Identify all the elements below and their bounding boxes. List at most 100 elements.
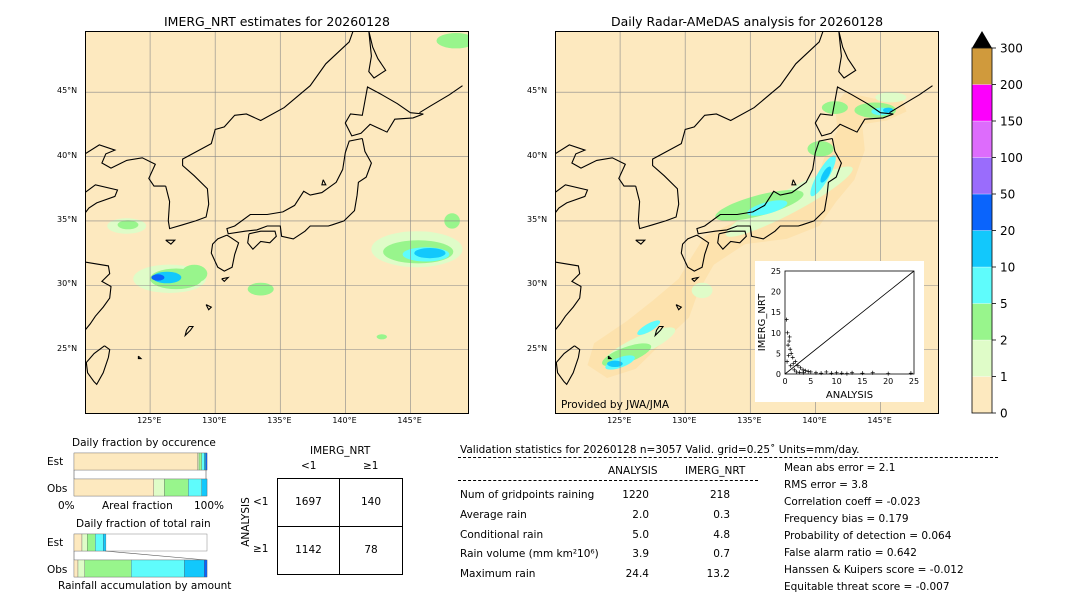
coastline — [85, 144, 166, 187]
validation-header: Validation statistics for 20260128 n=305… — [460, 444, 860, 456]
scatter-point — [803, 368, 808, 373]
scatter-point — [788, 363, 793, 368]
colorbar-tick-label: 100 — [1000, 151, 1023, 165]
scatter-ylabel: IMERG_NRT — [757, 293, 768, 351]
stat-analysis-value: 1220 — [622, 489, 649, 501]
contingency-row-title: ANALYSIS — [240, 497, 252, 547]
fraction-segment — [131, 559, 185, 578]
scatter-point — [886, 371, 891, 376]
coastline — [555, 184, 589, 214]
fraction-segment — [153, 478, 165, 497]
scatter-point — [813, 370, 818, 375]
scatter-point — [844, 371, 849, 376]
occ-est-label: Est — [47, 456, 64, 468]
scatter-ytick-label: 25 — [771, 267, 781, 276]
scatter-xtick-label: 10 — [832, 377, 842, 386]
contingency-grid: 1697 140 1142 78 — [277, 478, 403, 575]
coastline — [419, 85, 463, 114]
rain-cell — [807, 141, 834, 157]
colorbar-tick-label: 10 — [1000, 261, 1015, 275]
coastline — [247, 230, 277, 251]
lon-tick-label: 130°E — [672, 416, 697, 425]
colorbar-tick-label: 50 — [1000, 188, 1015, 202]
coastline — [210, 234, 240, 272]
scatter-point — [784, 317, 789, 322]
rain-cell — [151, 274, 165, 281]
coastline — [654, 325, 665, 338]
colorbar-tick-label: 200 — [1000, 78, 1023, 92]
stat-analysis-value: 3.9 — [632, 548, 649, 560]
fraction-segment — [201, 478, 208, 497]
rain-est-label: Est — [47, 537, 64, 549]
fraction-segment — [205, 452, 208, 471]
fraction-segment — [198, 452, 202, 471]
colorbar-tick-label: 300 — [1000, 42, 1023, 56]
lat-tick-label: 40°N — [527, 150, 548, 160]
stat-imerg-value: 0.7 — [713, 548, 730, 560]
rain-cell — [691, 282, 713, 299]
scatter-xtick-label: 25 — [909, 377, 919, 386]
stat-label: Conditional rain — [460, 529, 544, 541]
rain-cell — [607, 360, 623, 367]
data-credit: Provided by JWA/JMA — [561, 399, 670, 411]
scatter-point — [819, 371, 824, 376]
fraction-segment — [103, 533, 107, 552]
coastline — [184, 325, 195, 338]
scatter-point — [908, 371, 913, 376]
coastline — [221, 276, 230, 283]
rain-footer: Rainfall accumulation by amount — [58, 580, 232, 592]
coastline — [814, 86, 894, 137]
scatter-point — [860, 371, 865, 376]
lon-tick-label: 125°E — [607, 416, 632, 425]
colorbar-tick-label: 0 — [1000, 407, 1008, 421]
occ-obs-label: Obs — [47, 483, 68, 495]
occurrence-title: Daily fraction by occurence — [72, 437, 216, 449]
contingency-col-ge: ≥1 — [363, 460, 379, 472]
coastline — [691, 276, 700, 283]
lon-tick-label: 135°E — [267, 416, 292, 425]
fraction-segment — [87, 533, 96, 552]
coastline — [321, 179, 327, 186]
scatter-point — [785, 330, 790, 335]
score-line: Hanssen & Kuipers score = -0.012 — [784, 564, 964, 576]
scatter-point — [787, 334, 792, 339]
rain-cell — [117, 220, 139, 230]
map-background — [85, 31, 469, 414]
score-line: RMS error = 3.8 — [784, 479, 868, 491]
score-line: Probability of detection = 0.064 — [784, 530, 952, 542]
colorbar-segment — [971, 303, 993, 341]
rain-cell — [821, 101, 848, 114]
right-map-title: Daily Radar-AMeDAS analysis for 20260128 — [610, 14, 884, 29]
coastline — [344, 86, 424, 137]
lat-tick-label: 35°N — [57, 214, 78, 224]
lon-tick-label: 130°E — [202, 416, 227, 425]
coastline — [838, 31, 857, 79]
fraction-segment — [81, 533, 88, 552]
lon-tick-label: 145°E — [397, 416, 422, 425]
scatter-point — [870, 370, 875, 375]
scatter-xtick-label: 5 — [808, 377, 813, 386]
fraction-segment — [204, 559, 208, 578]
cell-lt-ge: 140 — [360, 496, 382, 508]
stat-label: Rain volume (mm km²10⁶) — [460, 548, 599, 560]
rain-cell — [376, 334, 387, 340]
lat-tick-label: 25°N — [57, 343, 78, 353]
scatter-point — [789, 351, 794, 356]
contingency-row-lt: <1 — [253, 496, 269, 508]
coastline — [368, 31, 387, 79]
colorbar-segment — [971, 47, 993, 85]
rain-bars — [73, 533, 208, 578]
lat-tick-label: 35°N — [527, 214, 548, 224]
rain-cell — [637, 320, 661, 336]
coastline — [889, 85, 933, 114]
stat-imerg-value: 13.2 — [706, 568, 730, 580]
coastline — [555, 144, 636, 187]
scatter-point — [793, 359, 798, 364]
cell-ge-lt: 1142 — [295, 544, 322, 556]
rain-cell — [414, 248, 446, 259]
scatter-point — [786, 343, 791, 348]
contingency-row-ge: ≥1 — [253, 543, 269, 555]
coastline — [680, 234, 710, 272]
lat-tick-label: 30°N — [527, 279, 548, 289]
